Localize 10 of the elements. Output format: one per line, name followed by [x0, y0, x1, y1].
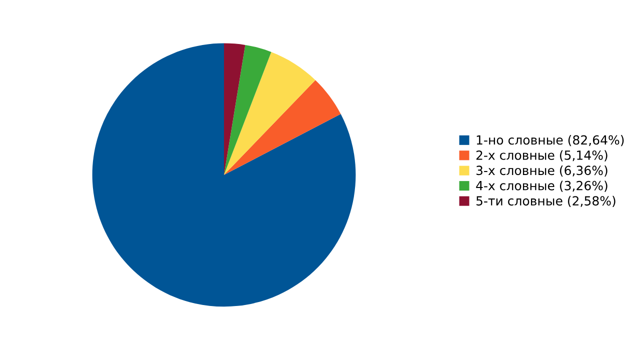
legend-label: 3-х словные (6,36%) — [476, 165, 608, 177]
pie-slice — [224, 44, 272, 175]
pie-slice — [224, 52, 316, 175]
legend-label: 1-но словные (82,64%) — [476, 135, 624, 146]
pie-slice — [224, 43, 246, 175]
legend-label: 2-х словные (5,14%) — [476, 150, 608, 162]
legend-label: 5-ти словные (2,58%) — [476, 196, 616, 208]
legend-label: 4-х словные (3,26%) — [476, 180, 608, 192]
pie-slice — [92, 43, 356, 307]
pie-slice — [224, 80, 341, 175]
